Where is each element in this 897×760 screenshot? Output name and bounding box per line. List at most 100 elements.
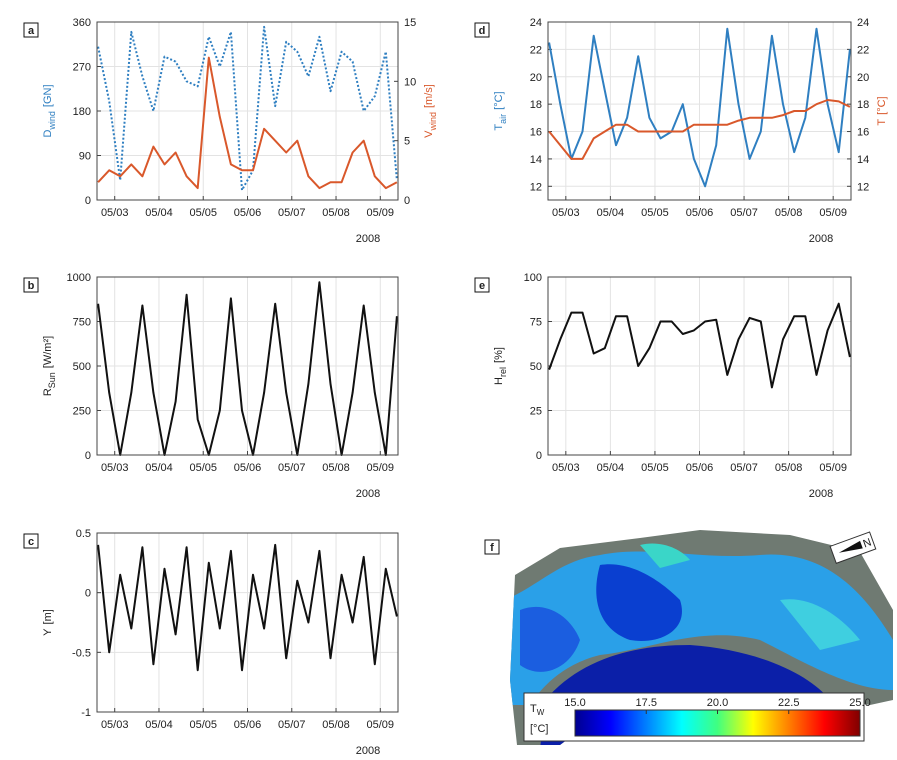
axis-label: Y [m] [42, 609, 54, 636]
x-tick-label: 05/06 [234, 207, 262, 219]
y2-tick-label: 12 [857, 181, 869, 193]
x-tick-label: 05/06 [234, 462, 262, 474]
x-tick-label: 05/04 [145, 462, 173, 474]
y-tick-label: 18 [530, 99, 542, 111]
x-axis-label: 2008 [356, 745, 380, 757]
x-tick-label: 05/07 [278, 719, 306, 731]
north-arrow: N [829, 531, 877, 564]
x-tick-label: 05/07 [278, 207, 306, 219]
x-axis-label: 2008 [809, 233, 833, 245]
y2-tick-label: 18 [857, 99, 869, 111]
series-line [548, 302, 851, 389]
series-line [97, 56, 398, 190]
panel-letter-box [23, 277, 39, 293]
x-tick-label: 05/08 [775, 462, 803, 474]
axis-label: Dwind [GN] [42, 84, 57, 137]
axis-label: Vwind [m/s] [423, 84, 438, 138]
x-tick-label: 05/09 [819, 207, 847, 219]
x-tick-label: 05/03 [101, 719, 129, 731]
x-tick-label: 05/05 [189, 462, 217, 474]
x-tick-label: 05/09 [367, 462, 395, 474]
colorbar-tick-label: 25.0 [849, 697, 870, 709]
y-tick-label: 270 [73, 62, 91, 74]
axis-label: RSun [W/m²] [42, 336, 57, 396]
y2-tick-label: 10 [404, 76, 416, 88]
y-tick-label: 50 [530, 361, 542, 373]
axis-label: T [°C] [876, 96, 888, 125]
panel-letter: c [28, 536, 34, 548]
y-tick-label: 20 [530, 72, 542, 84]
x-tick-label: 05/03 [101, 207, 129, 219]
colorbar-tick-label: 20.0 [707, 697, 728, 709]
panel-letter: e [479, 280, 485, 292]
x-tick-label: 05/09 [367, 719, 395, 731]
label-unit: [m] [42, 609, 54, 624]
panel-letter: f [490, 542, 494, 554]
x-tick-label: 05/08 [775, 207, 803, 219]
panel-letter-box [474, 277, 490, 293]
label-sub: wind [47, 111, 57, 131]
panel-letter: a [28, 25, 35, 37]
y2-tick-label: 14 [857, 154, 869, 166]
label-sub: rel [498, 367, 508, 377]
label-unit: [m/s] [423, 84, 435, 108]
x-tick-label: 05/04 [145, 207, 173, 219]
label-main: V [423, 130, 435, 138]
label-main: T [493, 124, 505, 131]
x-tick-label: 05/05 [189, 207, 217, 219]
x-axis-label: 2008 [356, 233, 380, 245]
label-unit: [°C] [876, 96, 888, 114]
axes-frame [547, 276, 852, 456]
y-tick-label: 0 [536, 450, 542, 462]
y2-tick-label: 15 [404, 17, 416, 29]
y-tick-label: 22 [530, 44, 542, 56]
x-axis-label: 2008 [809, 488, 833, 500]
series-line [548, 99, 851, 160]
x-tick-label: 05/05 [189, 719, 217, 731]
axis-label: Tair [°C] [493, 91, 508, 130]
y2-tick-label: 22 [857, 44, 869, 56]
x-tick-label: 05/03 [552, 462, 580, 474]
y-tick-label: 180 [73, 106, 91, 118]
y-tick-label: 250 [73, 406, 91, 418]
label-sub: air [498, 114, 508, 124]
x-tick-label: 05/08 [322, 462, 350, 474]
x-tick-label: 05/07 [278, 462, 306, 474]
y-tick-label: 1000 [67, 272, 91, 284]
y-tick-label: 500 [73, 361, 91, 373]
y2-tick-label: 24 [857, 17, 869, 29]
panel-letter-box [23, 533, 39, 549]
x-tick-label: 05/09 [819, 462, 847, 474]
series-line [97, 543, 398, 672]
panel-letter-box [23, 22, 39, 38]
x-tick-label: 05/05 [641, 207, 669, 219]
x-tick-label: 05/07 [730, 207, 758, 219]
label-main: R [42, 388, 54, 396]
panel-letter: b [28, 280, 35, 292]
x-tick-label: 05/06 [686, 207, 714, 219]
label-main: T [876, 119, 888, 126]
y2-tick-label: 0 [404, 195, 410, 207]
y2-tick-label: 16 [857, 127, 869, 139]
series-line [97, 25, 398, 192]
axes-frame [547, 21, 852, 201]
y-tick-label: 75 [530, 317, 542, 329]
y-tick-label: 12 [530, 181, 542, 193]
y-tick-label: -0.5 [72, 647, 91, 659]
x-tick-label: 05/05 [641, 462, 669, 474]
axes-frame [96, 532, 399, 713]
x-tick-label: 05/06 [234, 719, 262, 731]
y-tick-label: 0 [85, 588, 91, 600]
north-label: N [862, 536, 874, 550]
x-tick-label: 05/07 [730, 462, 758, 474]
y-tick-label: 360 [73, 17, 91, 29]
x-tick-label: 05/04 [145, 719, 173, 731]
label-unit: [°C] [493, 91, 505, 109]
label-unit: [W/m²] [42, 336, 54, 368]
label-unit: [%] [493, 347, 505, 363]
x-tick-label: 05/03 [552, 207, 580, 219]
panel-letter-box [474, 22, 490, 38]
label-main: Y [42, 628, 54, 636]
y2-tick-label: 5 [404, 136, 410, 148]
